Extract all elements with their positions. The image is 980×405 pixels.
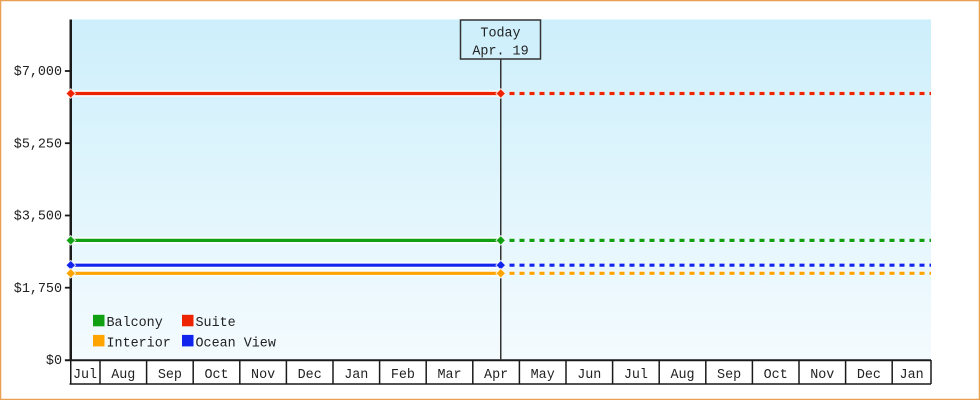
svg-text:Jun: Jun xyxy=(577,368,601,383)
svg-text:Oct: Oct xyxy=(204,368,228,383)
svg-text:Aug: Aug xyxy=(111,368,135,383)
svg-text:Apr: Apr xyxy=(484,368,508,383)
svg-text:Balcony: Balcony xyxy=(107,316,163,331)
svg-text:Feb: Feb xyxy=(391,368,415,383)
svg-text:Apr. 19: Apr. 19 xyxy=(472,45,528,60)
svg-text:Mar: Mar xyxy=(437,368,461,383)
svg-text:Dec: Dec xyxy=(857,368,881,383)
svg-text:Oct: Oct xyxy=(764,368,788,383)
svg-text:Interior: Interior xyxy=(107,336,171,351)
svg-text:Nov: Nov xyxy=(251,368,275,383)
svg-text:Aug: Aug xyxy=(670,368,694,383)
svg-text:Jul: Jul xyxy=(624,368,648,383)
svg-text:$5,250: $5,250 xyxy=(14,137,62,152)
svg-text:$0: $0 xyxy=(46,354,62,369)
svg-text:$1,750: $1,750 xyxy=(14,282,62,297)
svg-text:Nov: Nov xyxy=(810,368,834,383)
svg-text:Sep: Sep xyxy=(158,368,182,383)
svg-text:Dec: Dec xyxy=(298,368,322,383)
svg-text:Jan: Jan xyxy=(900,368,924,383)
svg-text:$3,500: $3,500 xyxy=(14,210,62,225)
svg-text:Jan: Jan xyxy=(344,368,368,383)
svg-text:Jul: Jul xyxy=(73,368,97,383)
svg-text:Ocean View: Ocean View xyxy=(196,336,276,351)
svg-text:Suite: Suite xyxy=(196,316,236,331)
svg-text:Today: Today xyxy=(480,26,520,41)
svg-text:$7,000: $7,000 xyxy=(14,65,62,80)
svg-text:Sep: Sep xyxy=(717,368,741,383)
svg-text:May: May xyxy=(531,368,555,383)
